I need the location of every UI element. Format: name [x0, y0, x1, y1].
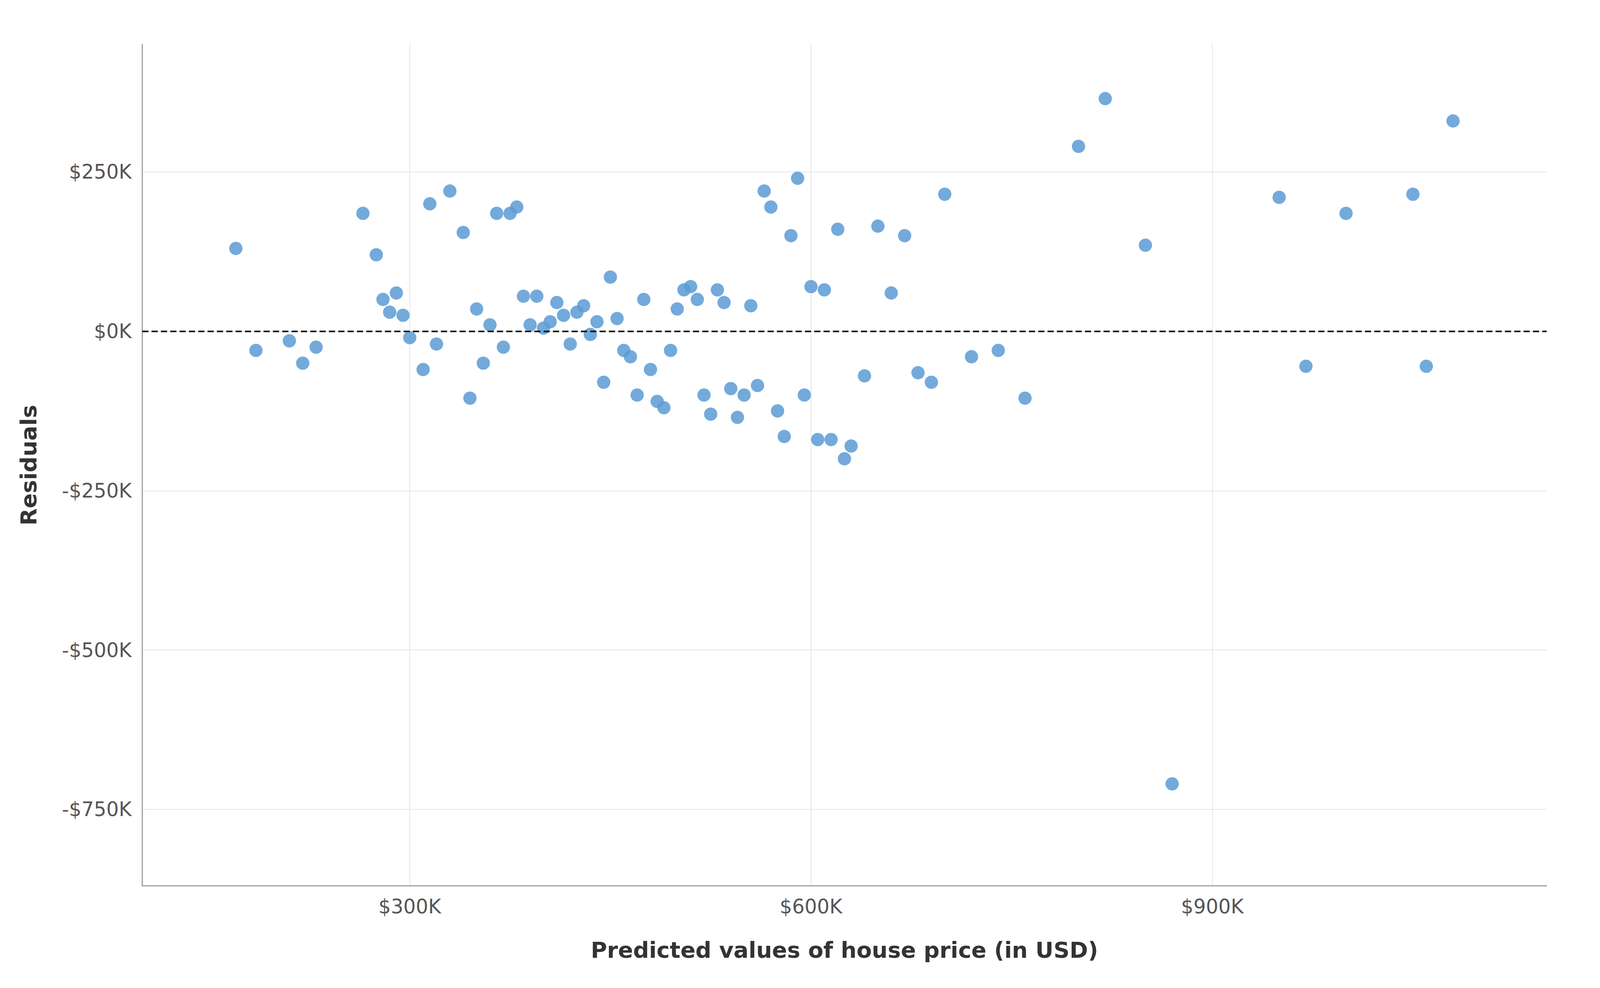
svg-text:-$750K: -$750K [61, 798, 132, 821]
svg-text:-$250K: -$250K [61, 479, 132, 503]
svg-text:$250K: $250K [68, 160, 132, 184]
svg-text:$0K: $0K [93, 320, 132, 343]
svg-text:$300K: $300K [378, 895, 442, 919]
svg-text:$900K: $900K [1180, 895, 1244, 919]
svg-text:$600K: $600K [779, 895, 843, 919]
svg-text:Predicted values of house pric: Predicted values of house price (in USD) [590, 937, 1099, 964]
svg-text:-$500K: -$500K [61, 639, 132, 662]
svg-text:Residuals: Residuals [16, 404, 42, 526]
